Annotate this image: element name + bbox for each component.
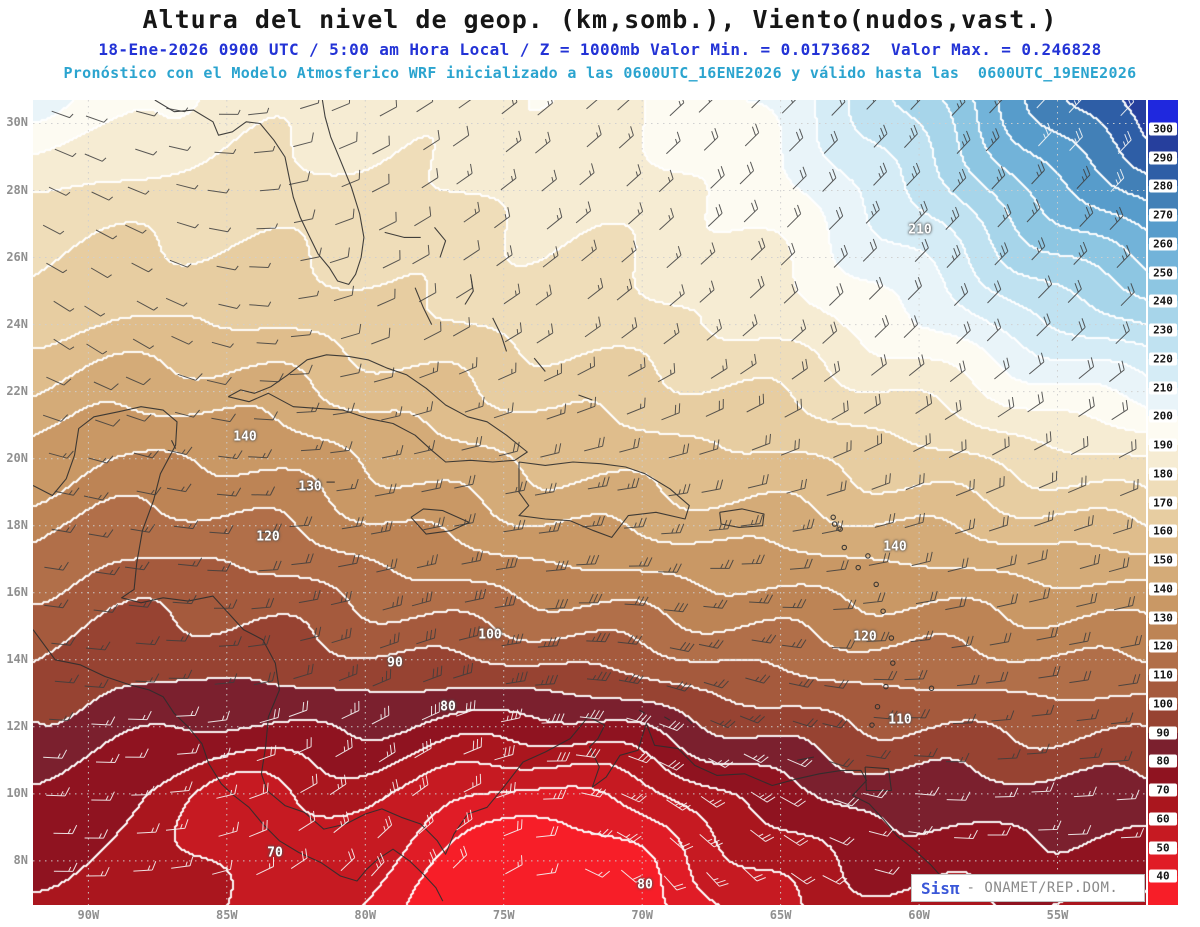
colorbar-label: 250 — [1149, 266, 1177, 279]
colorbar-label: 300 — [1149, 122, 1177, 136]
map-overlay — [33, 100, 1146, 905]
lat-tick-label: 18N — [6, 517, 28, 532]
colorbar-label: 40 — [1149, 869, 1177, 883]
colorbar-label: 290 — [1149, 151, 1177, 164]
colorbar-label: 210 — [1149, 381, 1177, 394]
colorbar-label: 280 — [1149, 179, 1177, 193]
watermark: Sisπ - ONAMET/REP.DOM. — [911, 874, 1145, 902]
lon-tick-label: 55W — [1046, 908, 1069, 922]
grid-lines — [33, 100, 1146, 905]
colorbar-label: 260 — [1149, 237, 1177, 251]
colorbar-label: 150 — [1149, 553, 1177, 567]
lon-tick-label: 80W — [354, 908, 377, 922]
lon-tick-label: 90W — [77, 908, 100, 922]
colorbar-label: 100 — [1149, 697, 1177, 711]
island-dots — [830, 514, 935, 728]
colorbar: 40 50 60 70 80 90 100 110 120 130 140 150 160 170 180 1… — [1148, 99, 1178, 905]
lat-tick-label: 22N — [6, 383, 28, 398]
wind-barbs-dark — [42, 100, 1143, 768]
colorbar-label: 200 — [1149, 409, 1177, 423]
lat-tick-label: 16N — [6, 584, 28, 599]
colorbar-label: 220 — [1149, 352, 1177, 366]
colorbar-label: 60 — [1149, 812, 1177, 826]
colorbar-label: 140 — [1149, 582, 1177, 596]
coastlines — [33, 100, 964, 902]
watermark-org: - ONAMET/REP.DOM. — [966, 880, 1119, 896]
lon-tick-label: 65W — [769, 908, 792, 922]
colorbar-label: 70 — [1149, 783, 1177, 797]
lat-tick-label: 10N — [6, 785, 28, 800]
lon-tick-label: 70W — [631, 908, 654, 922]
lat-tick-label: 14N — [6, 651, 28, 666]
watermark-brand: Sisπ — [921, 878, 960, 898]
colorbar-label: 270 — [1149, 208, 1177, 222]
lon-tick-label: 75W — [492, 908, 515, 922]
lat-tick-label: 28N — [6, 182, 28, 197]
lat-tick-label: 20N — [6, 450, 28, 465]
shaded-field-canvas — [33, 100, 1146, 905]
colorbar-label: 50 — [1149, 841, 1177, 854]
colorbar-label: 170 — [1149, 496, 1177, 509]
lat-tick-label: 26N — [6, 249, 28, 264]
colorbar-label: 130 — [1149, 611, 1177, 624]
colorbar-label: 120 — [1149, 639, 1177, 653]
colorbar-label: 80 — [1149, 754, 1177, 768]
lat-tick-label: 8N — [13, 852, 28, 867]
chart-title: Altura del nivel de geop. (km,somb.), Vi… — [142, 5, 1058, 34]
lat-tick-label: 30N — [6, 115, 28, 130]
valid-time-line: 18-Ene-2026 0900 UTC / 5:00 am Hora Loca… — [98, 40, 1102, 59]
colorbar-label: 90 — [1149, 726, 1177, 739]
colorbar-label: 240 — [1149, 294, 1177, 308]
colorbar-label: 110 — [1149, 668, 1177, 682]
wind-barbs-light — [43, 100, 1145, 891]
colorbar-label: 160 — [1149, 524, 1177, 538]
lat-tick-label: 12N — [6, 718, 28, 733]
lon-tick-label: 85W — [215, 908, 238, 922]
lon-tick-label: 60W — [908, 908, 930, 922]
map-area: 210 140 130 120 140 100 120 90 80 110 70 80 Sisπ - … — [33, 100, 1146, 905]
model-info-line: Pronóstico con el Modelo Atmosferico WRF… — [63, 64, 1137, 82]
colorbar-label: 230 — [1149, 323, 1177, 337]
colorbar-label: 190 — [1149, 438, 1177, 452]
lat-tick-label: 24N — [6, 316, 28, 331]
colorbar-label: 180 — [1149, 467, 1177, 481]
